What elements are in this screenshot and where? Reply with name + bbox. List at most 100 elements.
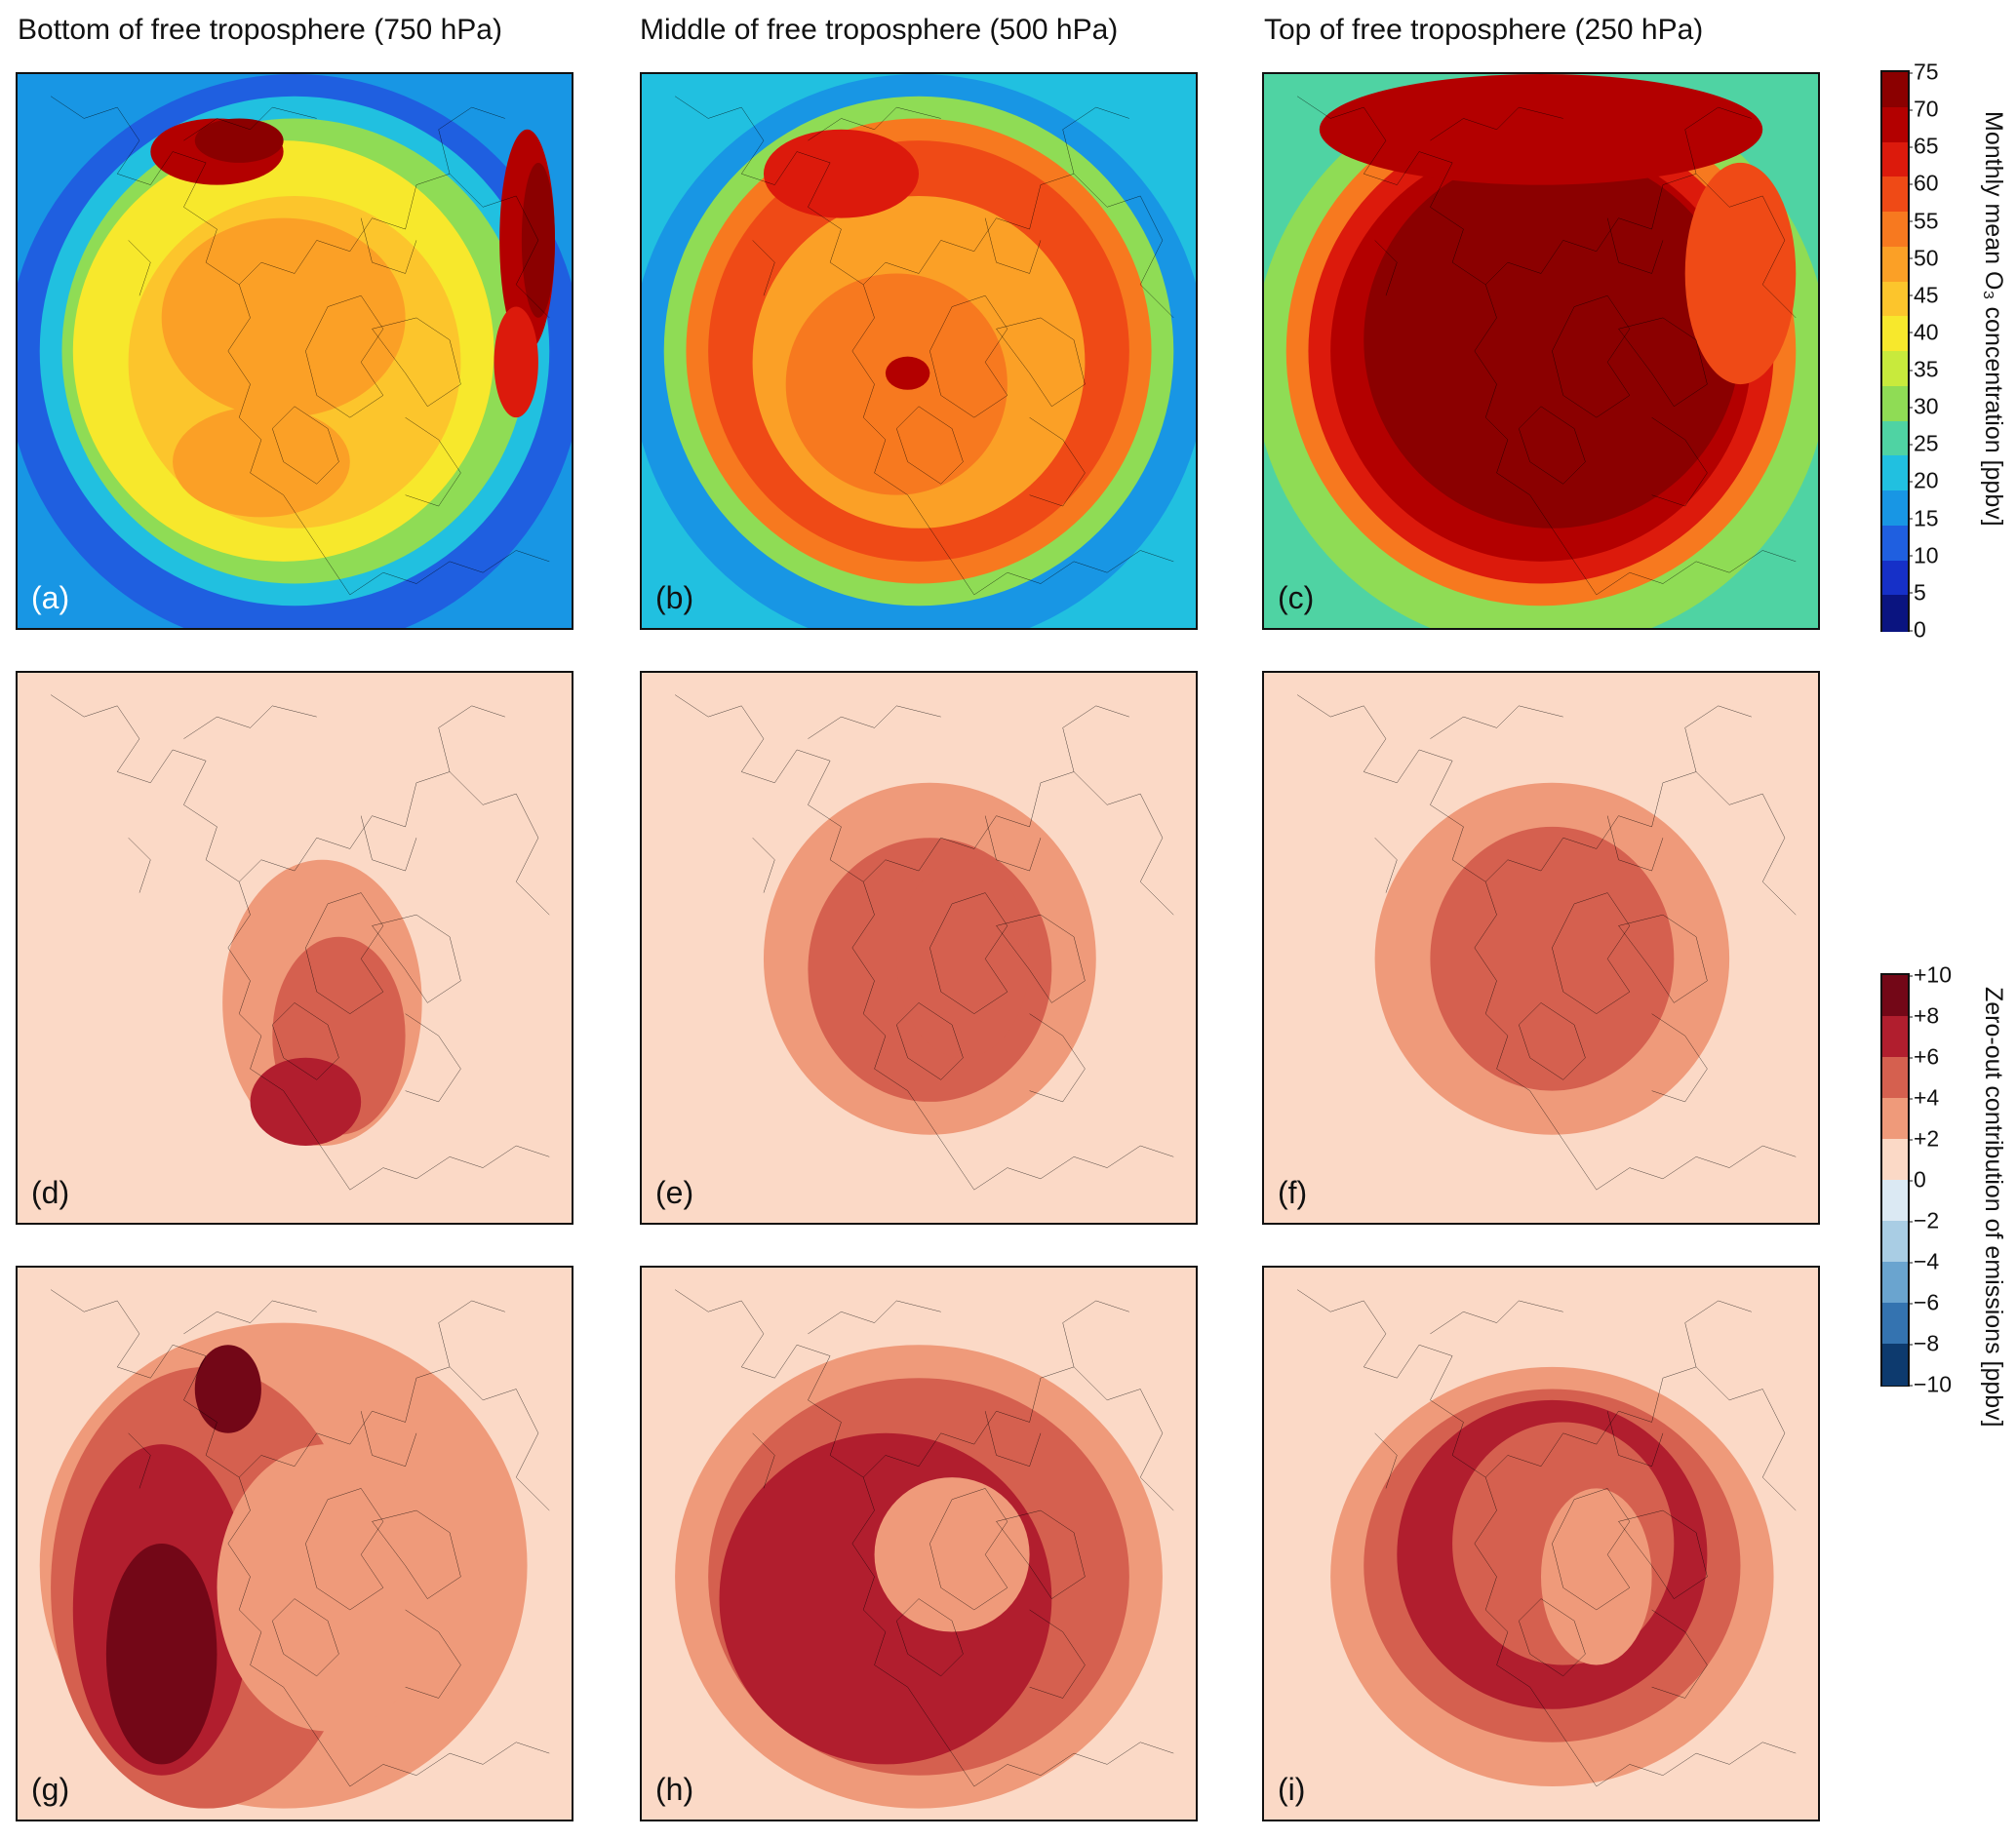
coastline-boundary [239,107,505,285]
colorbar-tick-label: +4 [1907,1084,1940,1111]
colorbar-segment [1882,246,1908,284]
concentration-colorbar-title: Monthly mean O₃ concentration [ppbv] [1980,111,2007,527]
coastline-boundary [1652,417,1708,506]
coastline-boundary [974,1146,1173,1190]
coastline-boundary [1597,1146,1796,1190]
colorbar-tick-label: −8 [1907,1330,1940,1356]
colorbar-segment [1882,1057,1908,1100]
colorbar-segment [1882,281,1908,318]
column-title-500: Middle of free troposphere (500 hPa) [640,14,1119,46]
colorbar-tick-label: 35 [1908,356,1939,382]
colorbar-tick-label: 60 [1908,170,1939,196]
coastline-boundary [1619,1510,1708,1599]
coastline-boundary [406,1014,461,1102]
panel-label-i: (i) [1278,1772,1306,1807]
coastline-boundary [1297,1290,1485,1477]
column-title-250: Top of free troposphere (250 hPa) [1264,14,1704,46]
coastline-boundary [1696,174,1796,318]
coastline-boundary [272,1599,338,1676]
coastline-boundary [1552,295,1630,417]
concentration-contour-region [1430,826,1675,1091]
coastline-boundary [239,1301,505,1477]
coastline-boundary [929,295,1008,417]
concentration-colorbar [1880,70,1910,632]
map-panel-c: (c) [1262,72,1820,630]
coastline-boundary [929,1488,1008,1610]
coastline-boundary [1030,417,1086,506]
coastline-boundary [406,1610,461,1699]
colorbar-segment [1882,176,1908,214]
coastline-boundary [1696,772,1796,916]
coastline-boundary [350,1742,549,1786]
coastline-boundary [305,1488,383,1610]
map-panel-h: (h) [640,1266,1198,1821]
concentration-contour-region [874,1477,1030,1632]
concentration-contour-region [885,356,930,390]
concentration-contour-region [1319,74,1763,185]
colorbar-segment [1882,141,1908,178]
coastline-boundary [808,1301,940,1334]
coastline-boundary [997,1510,1086,1599]
concentration-contour-region [494,306,538,418]
coastline-boundary [896,1002,963,1079]
contribution-map-h [642,1268,1196,1820]
colorbar-segment [1882,1262,1908,1305]
concentration-contour-region [105,1544,217,1765]
coastline-boundary [1696,1367,1796,1510]
coastline-boundary [272,407,338,485]
panel-label-a: (a) [31,580,70,615]
coastline-boundary [1519,407,1585,485]
colorbar-tick-label: +10 [1907,961,1953,988]
colorbar-segment [1882,385,1908,423]
coastline-boundary [129,1433,151,1489]
colorbar-segment [1882,490,1908,528]
coastline-boundary [183,107,316,140]
concentration-contour-region [763,129,919,218]
coastline-boundary [896,1599,963,1676]
coastline-boundary [350,550,549,594]
coastline-boundary [228,881,350,1190]
coastline-boundary [1597,550,1796,594]
coastline-boundary [228,285,350,595]
coastline-boundary [183,1301,316,1334]
panel-label-b: (b) [655,580,694,615]
contribution-map-d [18,673,572,1223]
colorbar-tick-label: 45 [1908,282,1939,308]
contribution-map-g [18,1268,572,1820]
coastline-boundary [450,1367,549,1510]
panel-label-g: (g) [31,1772,70,1807]
coastline-boundary [852,881,974,1190]
colorbar-segment [1882,525,1908,563]
coastline-boundary [373,1510,461,1599]
colorbar-tick-label: +8 [1907,1002,1940,1029]
coastline-boundary [929,893,1008,1014]
coastline-boundary [373,318,461,407]
coastline-boundary [129,838,151,892]
colorbar-segment [1882,106,1908,144]
coastline-boundary [1375,1433,1398,1489]
panel-label-e: (e) [655,1175,694,1210]
coastline-boundary [1297,695,1485,882]
colorbar-tick-label: 55 [1908,208,1939,234]
coastline-boundary [997,915,1086,1002]
colorbar-segment [1882,1139,1908,1182]
panel-label-h: (h) [655,1772,694,1807]
coastline-boundary [1552,893,1630,1014]
contribution-map-f [1264,673,1818,1223]
colorbar-segment [1882,1344,1908,1387]
coastline-boundary [753,1433,775,1489]
coastline-boundary [1475,1477,1597,1786]
colorbar-tick-label: 50 [1908,245,1939,271]
colorbar-tick-label: +6 [1907,1043,1940,1070]
concentration-contour-region [1541,1488,1652,1665]
colorbar-segment [1882,1221,1908,1264]
column-title-750: Bottom of free troposphere (750 hPa) [18,14,502,46]
colorbar-segment [1882,351,1908,388]
coastline-boundary [305,295,383,417]
coastline-boundary [1297,97,1485,285]
coastline-boundary [1074,174,1173,318]
coastline-boundary [183,706,316,739]
coastline-boundary [129,240,151,295]
coastline-boundary [406,417,461,506]
coastline-boundary [1430,706,1562,739]
